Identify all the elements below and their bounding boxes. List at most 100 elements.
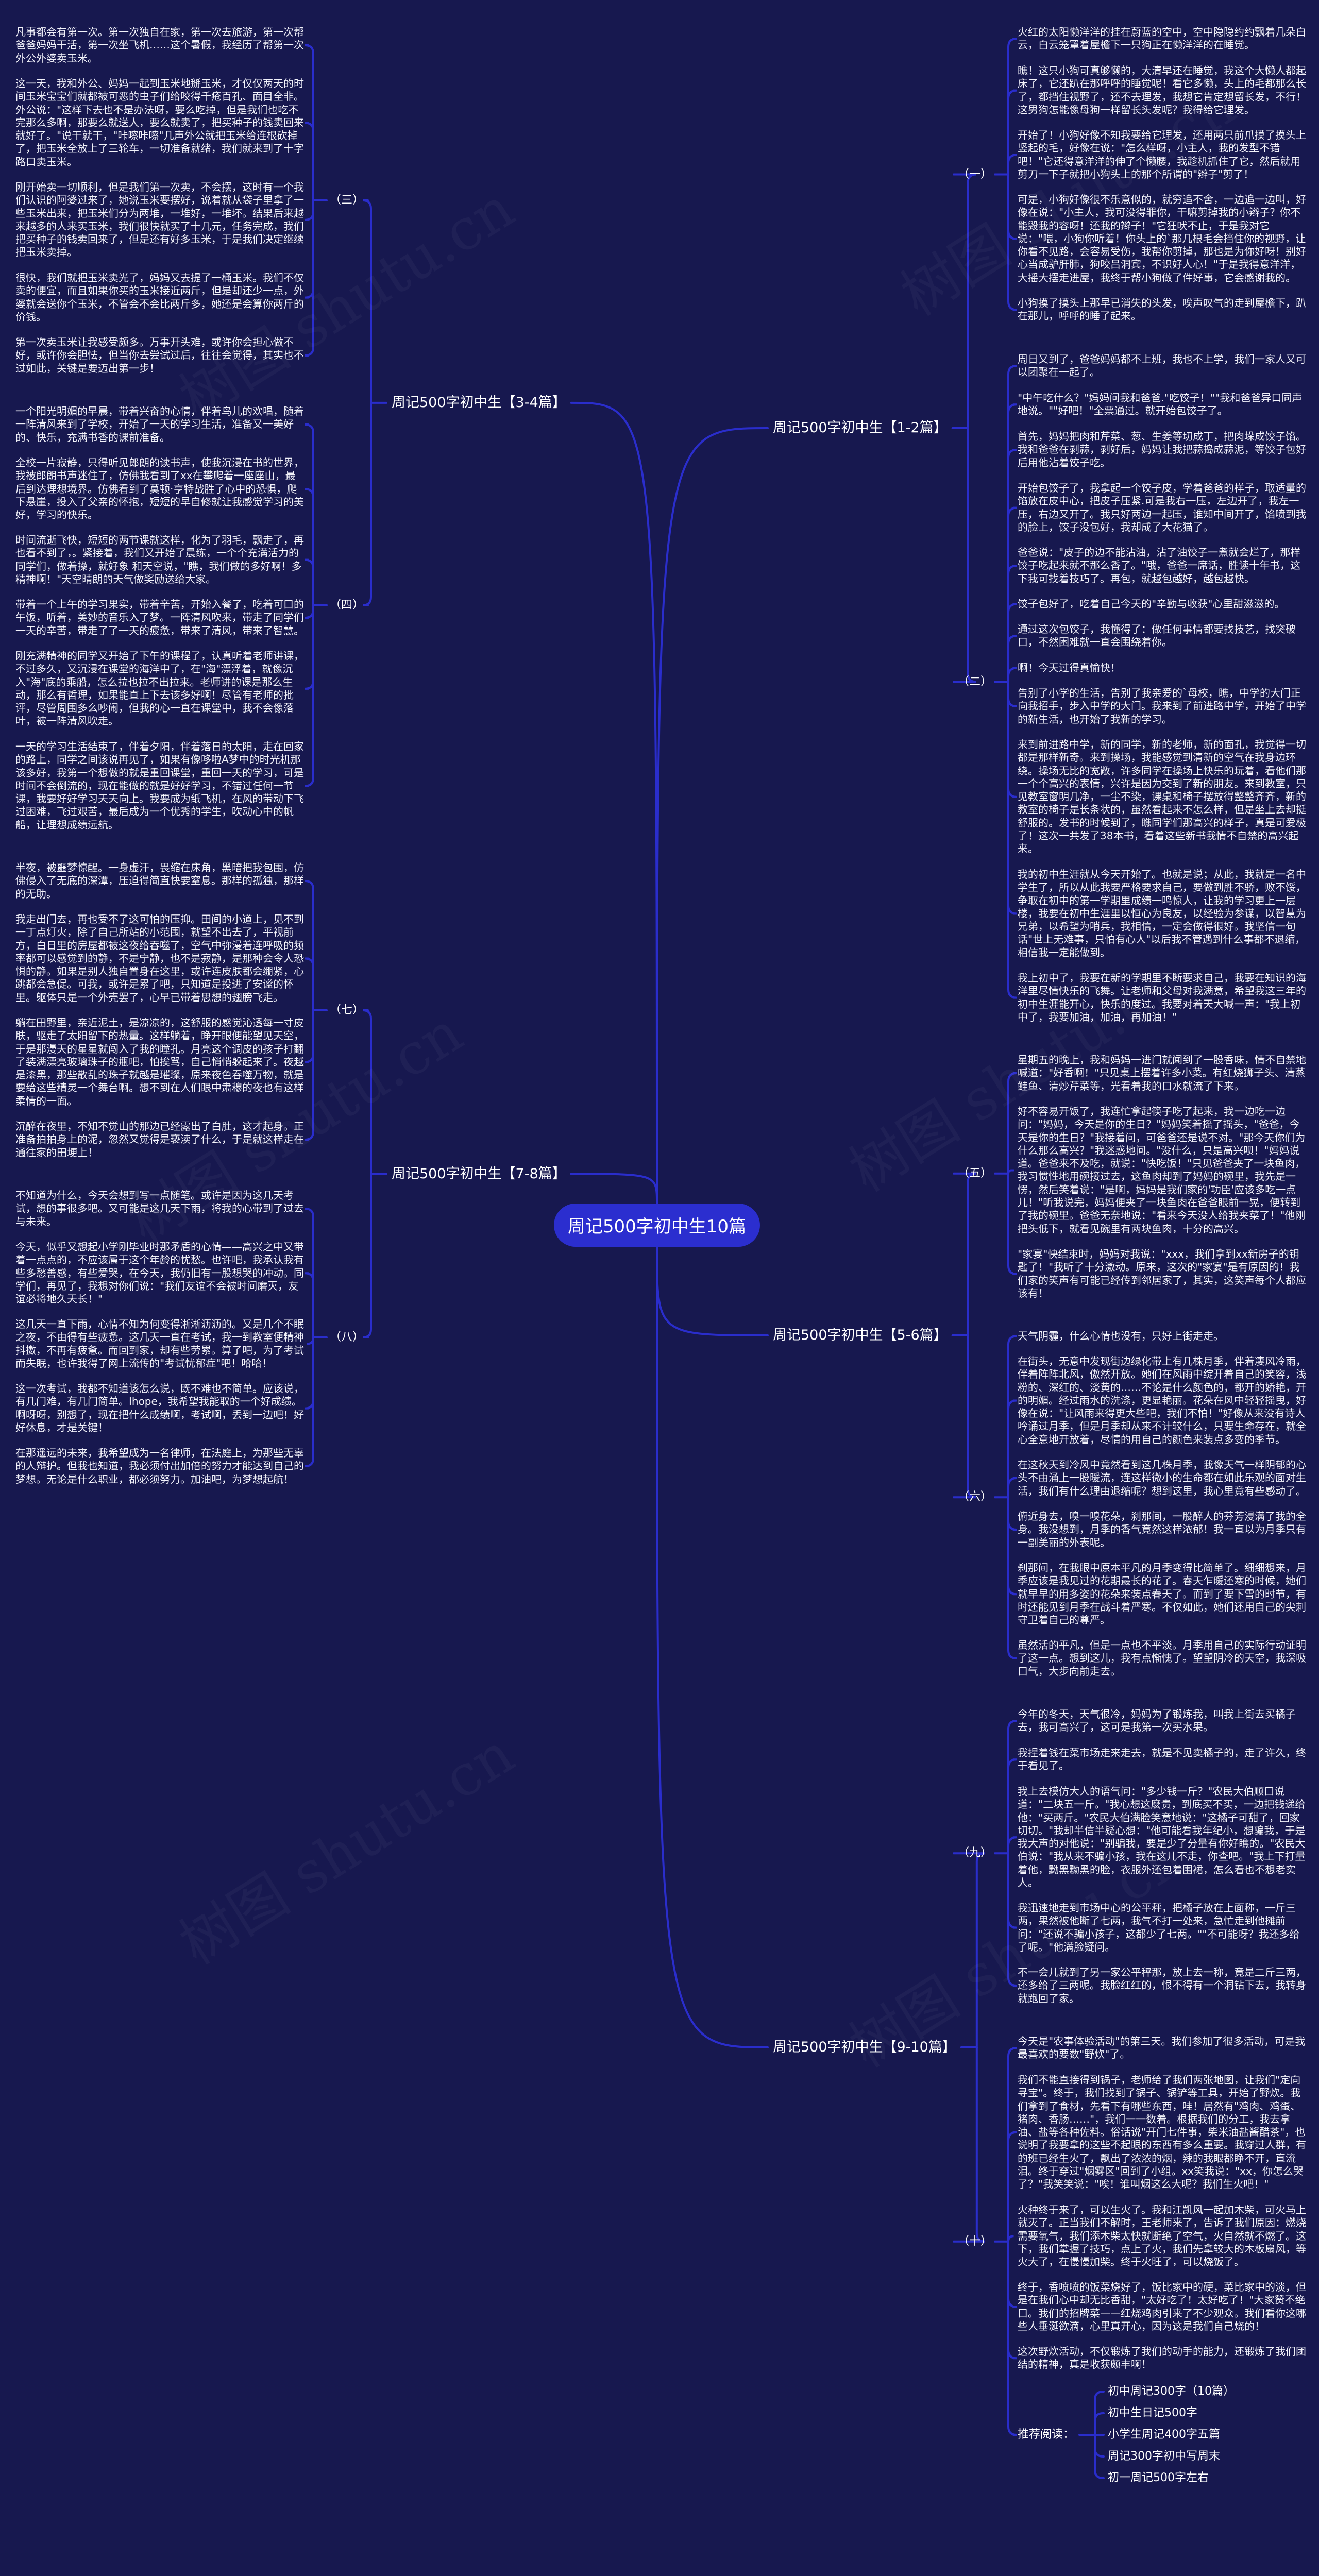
essay-paragraph: 这几天一直下雨，心情不知为何变得淅淅沥沥的。又是几个不眠之夜，不由得有些疲惫。这… [15,1318,304,1369]
watermark: 树图 shutu.cn [161,1709,527,1979]
connector-line [1007,681,1017,999]
connector-line [1007,365,1017,683]
essay-paragraph: 通过这次包饺子，我懂得了：做任何事情都要找技艺，找突破口，不然困难就一直会围绕着… [1018,623,1296,649]
group-label-10[interactable]: （十） [958,2234,992,2248]
connector-line [305,122,314,201]
connector-line [953,427,976,683]
essay-paragraph: 虽然活的平凡，但是一点也不平淡。月季用自己的实际行动证明了这一点。想到这儿，我有… [1018,1639,1306,1677]
essay-paragraph: 全校一片寂静，只得听见郎朗的读书声，使我沉浸在书的世界，我被郎朗书声迷住了，仿佛… [15,456,304,521]
connector-line [305,1009,314,1063]
group-label-5[interactable]: （五） [958,1166,992,1180]
essay-paragraph: 火种终于来了，可以生火了。我和江凯风一起加木柴，可火马上就灭了。正当我们不解时，… [1018,2204,1306,2268]
group-label-6[interactable]: （六） [958,1490,992,1504]
connector-line [656,1245,769,2048]
connector-line [1094,2434,1105,2458]
connector-line [1007,681,1017,707]
root-node[interactable]: 周记500字初中生10篇 [554,1203,760,1247]
connector-line [305,604,314,690]
essay-paragraph: 首先，妈妈把肉和芹菜、葱、生姜等切成丁，把肉垛成饺子馅。我和爸爸在剥蒜，剥好后，… [1018,430,1306,469]
essay-paragraph: 我迅速地走到市场中心的公平秤，把橘子放在上面称，一斤三两，果然被他断了七两，我气… [1018,1902,1300,1953]
connector-line [1007,635,1017,683]
essay-paragraph: 我捏着钱在菜市场走来走去，就是不见卖橘子的，走了许久，终于看见了。 [1018,1747,1306,1772]
recommend-link[interactable]: 初一周记500字左右 [1108,2471,1209,2484]
essay-paragraph: 沉醉在夜里，不知不觉山的那边已经露出了白肚，这才起身。正准备拍拍身上的泥，忽然又… [15,1120,304,1159]
essay-paragraph: 带着一个上午的学习果实，带着辛苦，开始入餐了，吃着可口的午饭，听着，美妙的音乐入… [15,598,304,637]
connector-line [953,2046,985,2243]
essay-paragraph: 我们不能直接得到锅子，老师给了我们两张地图，让我们"定向寻宝"。终于，我们找到了… [1018,2074,1306,2191]
connector-line [1007,89,1017,176]
connector-line [953,1172,976,1336]
essay-paragraph: 小狗摸了摸头上那早已消失的头发，唉声叹气的走到屋檐下，趴在那儿，呼呼的睡了起来。 [1018,297,1306,323]
essay-paragraph: 凡事都会有第一次。第一次独自在家，第一次去旅游，第一次帮爸爸妈妈干活，第一次坐飞… [15,26,304,64]
root-title: 周记500字初中生10篇 [567,1216,747,1238]
essay-paragraph: 天气阴霾，什么心情也没有，只好上街走走。 [1018,1330,1224,1342]
connector-line [1007,2047,1017,2243]
recommend-link[interactable]: 初中生日记500字 [1108,2406,1197,2419]
group-label-3[interactable]: （三） [330,194,364,207]
essay-paragraph: 我上初中了，我要在新的学期里不断要求自己，我要在知识的海洋里尽情快乐的飞舞。让老… [1018,972,1306,1023]
connector-line [1007,1335,1017,1499]
branch-3-4[interactable]: 周记500字初中生【3-4篇】 [392,394,566,411]
essay-paragraph: 啊！今天过得真愉快！ [1018,662,1121,674]
essay-paragraph: 刚开始卖一切顺利，但是我们第一次卖，不会摆，这时有一个我们认识的阿婆过来了，她说… [15,181,304,259]
group-label-4[interactable]: （四） [330,598,364,612]
connector-line [656,427,769,1205]
connector-line [570,1173,658,1205]
branch-1-2[interactable]: 周记500字初中生【1-2篇】 [773,420,948,436]
connector-line [305,1207,314,1338]
essay-paragraph: 告别了小学的生活，告别了我亲爱的`母校，瞧，中学的大门正向我招手，步入中学的大门… [1018,687,1306,725]
group-label-8[interactable]: （八） [330,1331,364,1344]
essay-paragraph: 今年的冬天，天气很冷，妈妈为了锻炼我，叫我上街去买橘子去，我可高兴了，这可是我第… [1018,1708,1296,1734]
connector-line [1007,667,1017,683]
connector-line [1007,1169,1014,1175]
essay-paragraph: "家宴"快结束时，妈妈对我说："xxx，我们拿到xx新房子的钥匙了！"我听了十分… [1018,1248,1306,1299]
essay-paragraph: 瞧！这只小狗可真够懒的，大清早还在睡觉，我这个大懒人都起床了，它还趴在那呼呼的睡… [1018,64,1306,116]
branch-9-10[interactable]: 周记500字初中生【9-10篇】 [773,2039,956,2055]
essay-paragraph: 俯近身去，嗅一嗅花朵，刹那间，一股醉人的芬芳浸满了我的全身。我没想到，月季的香气… [1018,1510,1306,1549]
essay-paragraph: 这次野炊活动，不仅锻炼了我们的动手的能力，还锻炼了我们团结的精神，真是收获颇丰啊… [1018,2345,1306,2371]
essay-paragraph: 终于，香喷喷的饭菜烧好了，饭比家中的硬，菜比家中的淡，但是在我们心中却无比香甜，… [1018,2281,1306,2332]
branch-5-6[interactable]: 周记500字初中生【5-6篇】 [773,1327,948,1343]
recommend-link[interactable]: 周记300字初中写周末 [1108,2450,1220,2463]
connector-line [305,44,314,201]
connector-line [305,604,314,787]
connector-line [1007,1836,1017,1855]
connector-line [305,1336,314,1467]
connector-line [307,1336,314,1345]
connector-line [1007,38,1017,176]
essay-paragraph: 不知道为什么，今天会想到写一点随笔。或许是因为这几天考试，想的事很多吧。又可能是… [15,1189,304,1228]
recommend-link[interactable]: 小学生周记400字五篇 [1108,2428,1220,2441]
group-label-1[interactable]: （一） [958,167,992,181]
essay-paragraph: 一天的学习生活结束了，伴着夕阳，伴着落日的太阳，走在回家的路上，同学之间该说再见… [15,740,304,831]
essay-paragraph: 周日又到了，爸爸妈妈都不上班，我也不上学，我们一家人又可以团聚在一起了。 [1018,353,1306,379]
connector-line [362,1173,372,1338]
connector-line [1007,1758,1017,1855]
recommend-link[interactable]: 初中周记300字（10篇） [1108,2385,1235,2398]
connector-line [1007,154,1017,176]
connector-line [570,401,658,1205]
connector-line [1007,2240,1017,2360]
connector-line [1007,2240,1017,2436]
connector-line [305,604,314,619]
branch-7-8[interactable]: 周记500字初中生【7-8篇】 [392,1165,566,1182]
group-label-9[interactable]: （九） [958,1846,992,1860]
connector-line [953,1334,976,1499]
connector-line [305,957,314,1011]
connector-line [1007,1477,1017,1499]
connector-line [1007,603,1017,683]
essay-paragraph: 我上去模仿大人的语气问："多少钱一斤？"农民大伯顺口说道："二块五一斤。"我心想… [1018,1785,1306,1889]
essay-paragraph: 今天，似乎又想起小学刚毕业时那矛盾的心情——高兴之中又带着一点点的，不应该属于这… [15,1241,304,1306]
connector-line [1094,2412,1105,2436]
essay-paragraph: 开始了！小狗好像不知我要给它理发，还用两只前爪摸了摸头上竖起的毛，好像在说："怎… [1018,129,1306,180]
essay-paragraph: 火红的太阳懒洋洋的挂在蔚蓝的空中，空中隐隐约约飘着几朵白云，白云笼罩着屋檐下一只… [1018,26,1306,52]
group-label-2[interactable]: （二） [958,675,992,688]
essay-paragraph: 刹那间，在我眼中原本平凡的月季变得比简单了。细细想来，月季应该是我见过的花期最长… [1018,1562,1306,1626]
essay-paragraph: 半夜，被噩梦惊醒。一身虚汗，畏缩在床角，黑暗把我包围，仿佛侵入了无底的深潭，压迫… [15,861,304,900]
essay-paragraph: 在那遥远的未来，我希望成为一名律师，在法庭上，为那些无辜的人辩护。但我也知道，我… [15,1447,304,1485]
essay-paragraph: 爸爸说："皮子的边不能沾油，沾了油饺子一煮就会烂了，那样饺子吃起来就不那么香了。… [1018,546,1301,585]
group-label-7[interactable]: （七） [330,1004,364,1016]
essay-paragraph: 我的初中生涯就从今天开始了。也就是说；从此，我就是一名中学生了，所以从此我要严格… [1018,868,1306,959]
essay-paragraph: 很快，我们就把玉米卖光了，妈妈又去提了一桶玉米。我们不仅卖的便宜，而且如果你买的… [15,272,304,323]
essay-paragraph: 可是，小狗好像很不乐意似的，就穷追不舍，一边追一边叫，好像在说："小主人，我可没… [1018,193,1306,284]
connector-line [1007,1496,1017,1596]
